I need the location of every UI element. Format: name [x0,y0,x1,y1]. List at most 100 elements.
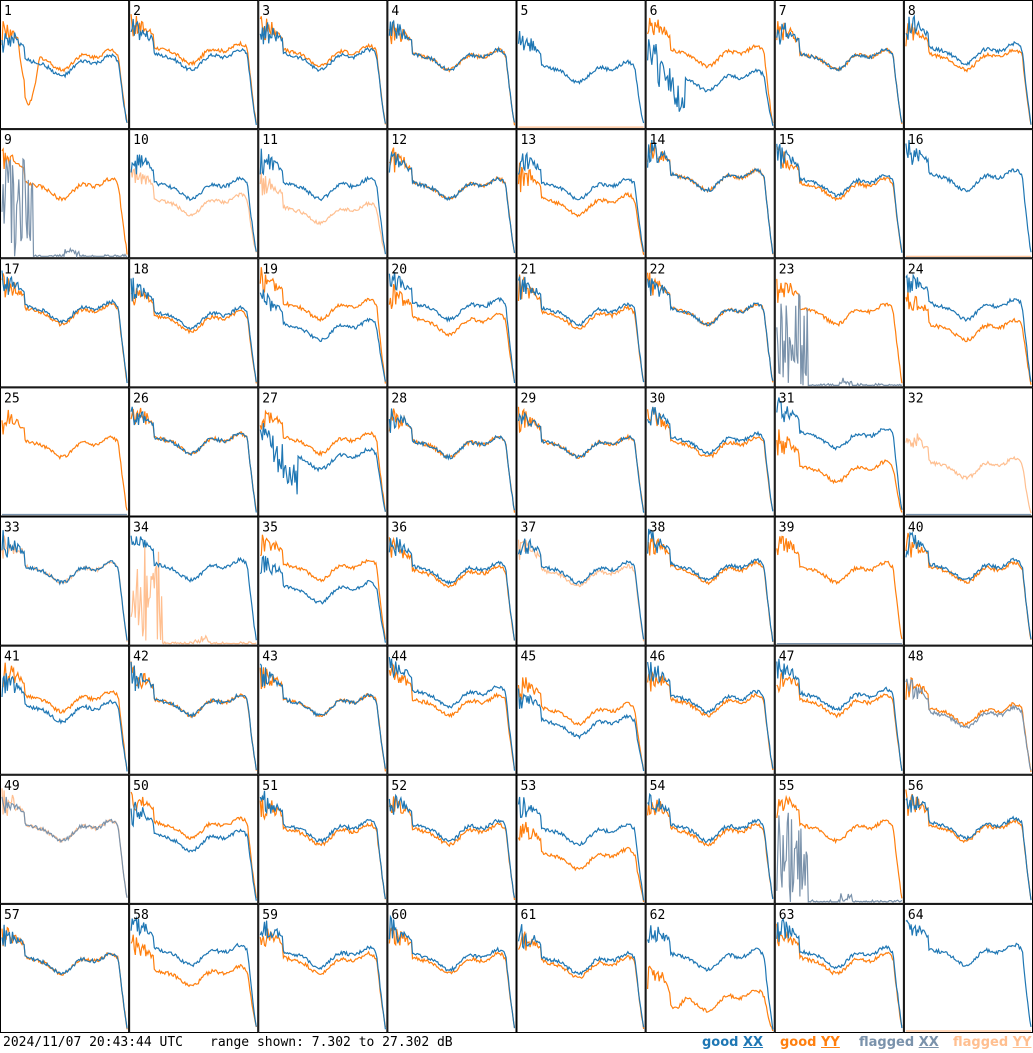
tile-number: 12 [391,133,407,148]
series-xx-line [776,293,903,387]
tile-25: 25 [0,387,130,517]
series-xx-line [1,157,128,259]
tile-20: 20 [387,258,517,388]
series-xx-line [259,555,386,643]
tile-number: 45 [521,650,537,665]
tile-frame [645,387,775,517]
tile-36: 36 [387,516,517,646]
tile-number: 13 [521,133,537,148]
tile-frame [516,258,646,388]
tile-number: 8 [908,4,916,19]
series-xx-line [517,537,645,640]
tile-number: 2 [133,4,141,19]
tile-number: 5 [521,4,529,19]
tile-number: 48 [908,650,924,665]
series-yy-line [905,23,1032,125]
series-yy-line [517,677,645,770]
tile-31: 31 [774,387,904,517]
tile-33: 33 [0,516,130,646]
tile-number: 37 [521,521,537,536]
series-yy-line [905,677,1032,773]
series-yy-line [259,534,386,640]
tile-frame [516,387,646,517]
series-yy-line [517,274,645,382]
tile-frame [258,258,388,388]
tile-7: 7 [774,0,904,130]
tile-number: 40 [908,521,924,536]
series-xx-line [388,537,516,641]
tile-13: 13 [516,129,646,259]
series-yy-line [776,923,903,1027]
tile-frame [258,903,388,1033]
series-yy-line [130,791,257,899]
tile-21: 21 [516,258,646,388]
tile-59: 59 [258,903,388,1033]
tile-number: 50 [133,779,149,794]
tile-number: 44 [391,650,407,665]
tile-12: 12 [387,129,517,259]
tile-number: 19 [262,262,278,277]
series-yy-line [259,795,386,900]
tile-10: 10 [129,129,259,259]
series-yy-line [259,928,386,1028]
tile-number: 61 [521,908,537,923]
series-xx-line [259,22,386,124]
tile-43: 43 [258,645,388,775]
tile-number: 31 [779,391,795,406]
tile-57: 57 [0,903,130,1033]
tile-frame [387,645,517,775]
series-xx-line [905,14,1032,125]
series-xx-line [776,143,903,253]
series-xx-line [776,812,903,904]
legend-pol: YY [821,1035,840,1050]
legend-word: good [702,1035,739,1050]
series-xx-line [130,916,257,1027]
tile-frame [0,0,130,130]
tile-number: 30 [650,391,666,406]
tile-number: 56 [908,779,924,794]
series-xx-line [259,148,386,255]
tile-35: 35 [258,516,388,646]
tile-frame [129,258,259,388]
tile-54: 54 [645,774,775,904]
tile-8: 8 [903,0,1033,130]
tile-frame [387,258,517,388]
tile-55: 55 [774,774,904,904]
tile-number: 4 [391,4,399,19]
tile-6: 6 [645,0,775,130]
series-yy-line [776,794,903,899]
series-xx-line [647,528,774,642]
tile-frame [387,0,517,130]
series-xx-line [647,792,774,900]
series-xx-line [130,406,257,513]
series-yy-line [517,931,645,1029]
series-xx-line [517,411,645,513]
series-xx-line [259,663,386,769]
tile-frame [516,774,646,904]
tile-64: 64 [903,903,1033,1033]
series-yy-line [905,290,1032,385]
tile-frame [516,903,646,1033]
legend-flagged-xx: flagged XX [859,1035,939,1050]
tile-number: 49 [4,779,20,794]
series-xx-line [905,531,1032,640]
tile-number: 29 [521,391,537,406]
tile-number: 55 [779,779,795,794]
tile-number: 43 [262,650,278,665]
series-xx-line [776,22,903,123]
series-yy-line [1,409,128,511]
series-xx-line [1,924,128,1029]
tile-61: 61 [516,903,646,1033]
tile-27: 27 [258,387,388,517]
series-yy-line [776,429,903,513]
tile-45: 45 [516,645,646,775]
timestamp: 2024/11/07 20:43:44 UTC [3,1035,184,1050]
series-xx-line [776,397,903,510]
tile-15: 15 [774,129,904,259]
tile-17: 17 [0,258,130,388]
tile-60: 60 [387,903,517,1033]
tile-number: 11 [262,133,278,148]
tile-53: 53 [516,774,646,904]
tile-number: 20 [391,262,407,277]
tile-frame [903,516,1033,646]
